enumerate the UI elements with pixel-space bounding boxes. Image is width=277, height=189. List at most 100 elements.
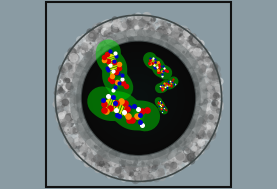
Circle shape (208, 113, 210, 114)
Circle shape (124, 27, 128, 30)
Circle shape (154, 29, 163, 37)
Circle shape (76, 60, 85, 69)
Polygon shape (117, 101, 123, 116)
Circle shape (193, 64, 195, 66)
Circle shape (118, 18, 120, 21)
Circle shape (163, 18, 165, 20)
Polygon shape (158, 67, 163, 72)
Circle shape (158, 17, 167, 26)
Circle shape (99, 29, 102, 32)
Circle shape (179, 150, 184, 154)
Circle shape (96, 30, 100, 34)
Circle shape (67, 55, 71, 59)
Polygon shape (161, 85, 163, 89)
Circle shape (85, 33, 94, 41)
Circle shape (78, 119, 87, 128)
Circle shape (111, 46, 113, 48)
Circle shape (95, 162, 100, 167)
Circle shape (67, 62, 72, 68)
Circle shape (128, 15, 134, 21)
Polygon shape (103, 99, 104, 104)
Circle shape (77, 108, 81, 112)
Circle shape (161, 151, 164, 153)
Polygon shape (158, 102, 161, 103)
Circle shape (60, 117, 68, 124)
Circle shape (86, 139, 95, 147)
Circle shape (175, 25, 180, 30)
Circle shape (207, 85, 212, 91)
Circle shape (123, 31, 129, 37)
Circle shape (180, 29, 183, 32)
Circle shape (169, 166, 170, 168)
Circle shape (134, 172, 138, 176)
Circle shape (172, 49, 174, 50)
Circle shape (105, 35, 111, 41)
Circle shape (218, 108, 221, 110)
Circle shape (211, 104, 218, 112)
Circle shape (103, 47, 109, 53)
Polygon shape (117, 82, 119, 85)
Circle shape (190, 53, 192, 55)
Circle shape (90, 149, 94, 153)
Circle shape (207, 73, 214, 79)
Circle shape (127, 157, 135, 165)
Polygon shape (104, 54, 116, 59)
Circle shape (96, 48, 104, 56)
Circle shape (207, 133, 215, 141)
Circle shape (90, 44, 91, 46)
Circle shape (161, 168, 163, 171)
Circle shape (151, 169, 159, 177)
Polygon shape (172, 80, 174, 84)
Circle shape (159, 149, 168, 157)
Circle shape (68, 86, 73, 91)
Polygon shape (161, 70, 164, 72)
Circle shape (211, 64, 215, 68)
Circle shape (75, 122, 79, 126)
Circle shape (142, 22, 146, 26)
Polygon shape (111, 78, 123, 81)
Circle shape (64, 135, 73, 143)
Circle shape (209, 114, 217, 122)
Circle shape (216, 108, 221, 114)
Circle shape (109, 151, 115, 157)
Circle shape (99, 153, 103, 157)
Circle shape (81, 42, 86, 48)
Circle shape (99, 31, 108, 40)
Circle shape (179, 149, 181, 150)
Polygon shape (108, 64, 118, 69)
Circle shape (132, 153, 138, 159)
Circle shape (182, 156, 189, 163)
Polygon shape (159, 104, 162, 105)
Circle shape (114, 156, 121, 163)
Circle shape (60, 118, 62, 120)
Circle shape (129, 36, 134, 42)
Circle shape (155, 159, 161, 165)
Circle shape (91, 156, 96, 160)
Polygon shape (171, 82, 173, 83)
Circle shape (167, 33, 169, 35)
Circle shape (183, 148, 191, 157)
Polygon shape (104, 53, 115, 58)
Circle shape (204, 125, 214, 134)
Circle shape (131, 161, 134, 164)
Polygon shape (133, 110, 138, 119)
Circle shape (197, 108, 205, 116)
Circle shape (96, 150, 103, 157)
Polygon shape (162, 85, 164, 89)
Circle shape (113, 167, 122, 176)
Polygon shape (169, 81, 171, 86)
Circle shape (89, 30, 97, 38)
Circle shape (187, 143, 189, 145)
Circle shape (81, 73, 89, 81)
Circle shape (81, 113, 83, 115)
Circle shape (71, 84, 76, 89)
Circle shape (195, 67, 197, 68)
Polygon shape (162, 71, 163, 72)
Circle shape (202, 59, 207, 64)
Circle shape (187, 63, 190, 66)
Circle shape (175, 154, 183, 163)
Circle shape (211, 63, 217, 69)
Circle shape (76, 121, 78, 123)
Circle shape (79, 106, 83, 110)
Circle shape (191, 65, 198, 71)
